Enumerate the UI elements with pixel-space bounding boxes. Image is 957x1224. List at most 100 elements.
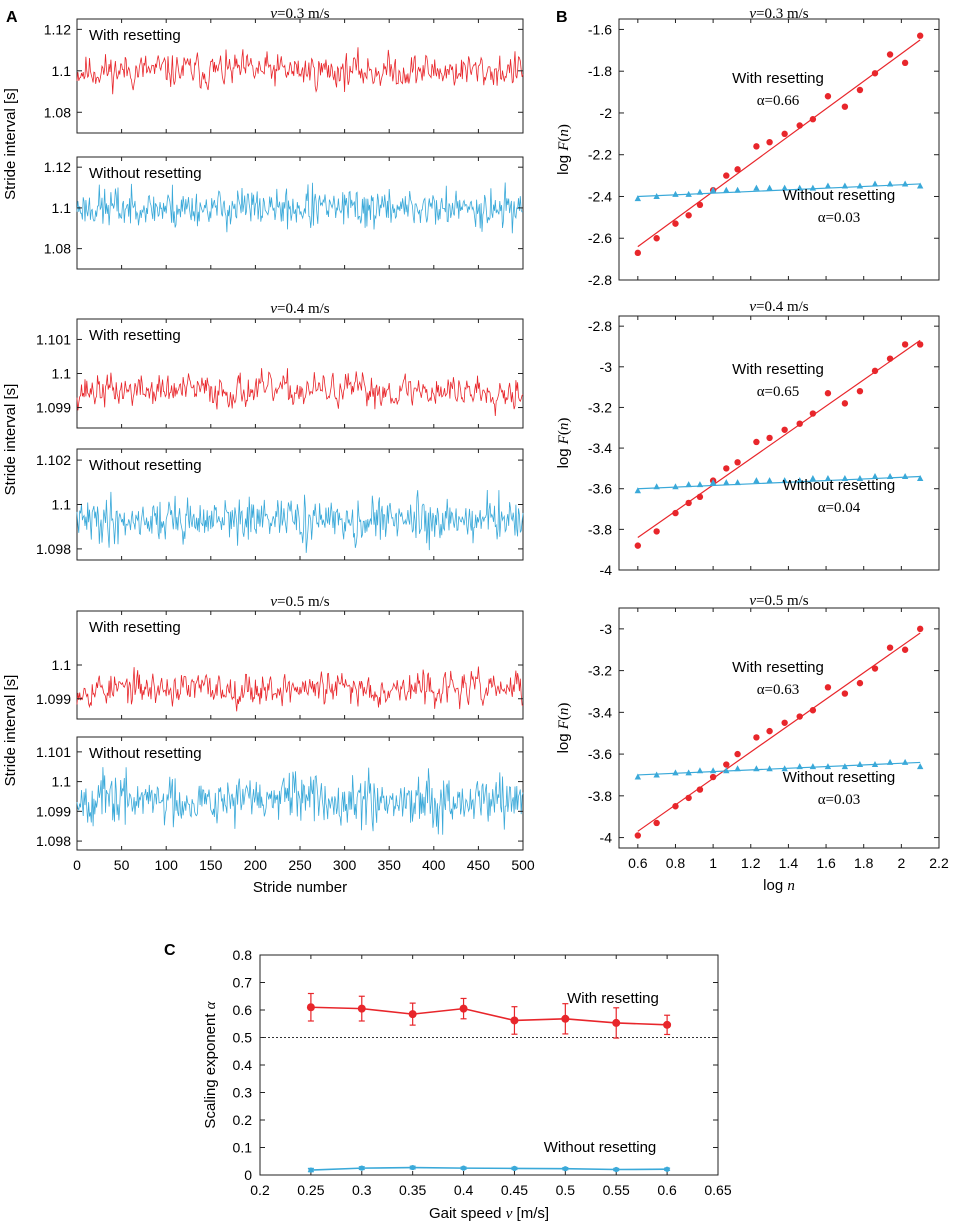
panel-b-block-1: v=0.4 m/s -4 -3.8 -3.6 -3.4 -3.2 -3 -2.8 With re… (555, 299, 940, 578)
data-point (562, 1166, 568, 1172)
data-point (753, 477, 760, 484)
data-point (723, 761, 730, 768)
series-line (310, 1166, 668, 1171)
y-tick-label: -2.8 (588, 318, 612, 334)
y-tick-label: 1.102 (36, 452, 71, 468)
data-point (709, 479, 717, 486)
subplot: 1.098 1.1 1.102 Without resetting (36, 448, 524, 561)
data-point (734, 765, 741, 772)
alpha-label: α=0.03 (818, 210, 861, 226)
x-tick-label: 0.5 (556, 1182, 576, 1198)
x-tick-label: 0.8 (666, 855, 686, 871)
data-point (796, 713, 803, 720)
y-tick-label: 1.099 (36, 691, 71, 707)
data-point (871, 761, 879, 768)
data-point (685, 190, 692, 197)
subplot: 1.08 1.1 1.12 Without resetting (44, 156, 524, 270)
data-point (901, 758, 909, 765)
x-axis-label: Gait speed v [m/s] (429, 1205, 549, 1222)
x-axis-label: log n (763, 877, 795, 894)
y-tick-label: 1.12 (44, 159, 71, 175)
data-point (901, 341, 909, 348)
panel-label-a: A (6, 9, 18, 26)
alpha-label: α=0.65 (757, 384, 800, 400)
y-tick-label: 1.099 (36, 400, 71, 416)
data-point (796, 763, 803, 770)
alpha-label: α=0.66 (757, 93, 800, 109)
data-point (653, 235, 660, 242)
series-line (76, 666, 524, 712)
data-point (824, 93, 832, 100)
y-tick-label: -2 (600, 105, 613, 121)
y-tick-label: 1.099 (36, 803, 71, 819)
y-axis-label: Stride interval [s] (2, 675, 19, 787)
data-point (856, 679, 864, 687)
series-legend-label: With resetting (89, 27, 181, 44)
data-point (613, 1166, 619, 1173)
data-point (901, 646, 909, 653)
data-point (612, 1018, 621, 1027)
data-point (753, 184, 760, 191)
data-point (871, 665, 879, 672)
series-without-resetting (634, 473, 924, 494)
data-point (753, 143, 760, 150)
data-point (663, 1020, 672, 1029)
series-line (310, 1006, 668, 1026)
data-point (634, 249, 642, 257)
panel-a-speed-title: v=0.4 m/s (270, 301, 329, 317)
data-point (841, 763, 849, 770)
y-tick-label: -3.2 (588, 399, 612, 415)
data-point (901, 180, 909, 187)
data-point (886, 644, 894, 651)
data-point (709, 773, 717, 781)
data-point (796, 184, 803, 191)
x-tick-label: 1.6 (816, 855, 836, 871)
data-point (766, 184, 773, 191)
y-tick-label: 1.1 (52, 366, 72, 382)
series-legend-label: Without resetting (89, 165, 202, 182)
y-tick-label: 1.1 (52, 497, 72, 513)
data-point (753, 734, 760, 741)
data-point (410, 1164, 416, 1171)
series-label: With resetting (732, 70, 824, 87)
data-point (886, 180, 894, 187)
data-point (696, 767, 704, 774)
data-point (685, 794, 692, 802)
y-tick-label: 0 (244, 1167, 252, 1183)
data-point (856, 761, 864, 768)
series-label: With resetting (567, 990, 659, 1007)
data-point (809, 707, 817, 714)
x-tick-label: 150 (199, 857, 223, 873)
data-point (734, 479, 741, 486)
data-point (696, 481, 704, 488)
series-without-resetting (634, 180, 924, 202)
y-tick-label: -2.8 (588, 272, 612, 288)
series-with-resetting (634, 32, 924, 257)
x-tick-label: 0.55 (603, 1182, 630, 1198)
y-tick-label: -3.6 (588, 746, 612, 762)
data-point (809, 763, 817, 770)
series-label: Without resetting (544, 1139, 657, 1156)
plot-frame (76, 318, 524, 429)
panel-a-speed-title: v=0.5 m/s (270, 594, 329, 610)
alpha-label: α=0.03 (818, 792, 861, 808)
y-tick-label: 1.101 (36, 331, 71, 347)
x-tick-label: 350 (378, 857, 402, 873)
y-tick-label: 1.08 (44, 241, 71, 257)
y-tick-label: 1.1 (52, 774, 72, 790)
data-point (664, 1166, 670, 1172)
data-point (809, 475, 817, 482)
data-point (841, 103, 849, 110)
y-axis-label: Stride interval [s] (2, 384, 19, 496)
series-with-resetting (306, 992, 672, 1039)
data-point (753, 765, 760, 772)
fit-line (637, 761, 921, 776)
data-point (824, 475, 832, 482)
data-point (809, 116, 817, 123)
data-point (734, 750, 741, 758)
data-point (856, 387, 864, 395)
data-point (511, 1165, 518, 1171)
y-tick-label: -4 (600, 830, 613, 846)
x-tick-label: 0.25 (297, 1182, 324, 1198)
